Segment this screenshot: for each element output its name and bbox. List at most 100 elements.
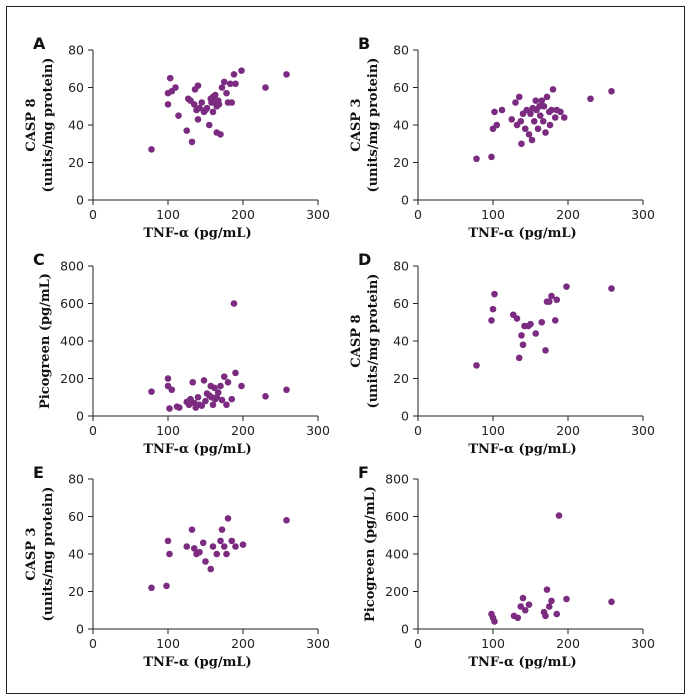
data-point <box>164 101 172 108</box>
data-point <box>518 140 525 148</box>
data-point <box>551 114 559 121</box>
chart-panel-a: A 0 100 200 300 0 20 40 60 80 TNF-α (pg/mL) CASP 8(… <box>24 34 330 241</box>
data-point <box>223 401 230 409</box>
data-point <box>553 610 561 618</box>
data-point <box>473 155 480 163</box>
data-point <box>608 285 615 292</box>
data-point <box>514 614 522 622</box>
data-point <box>183 543 191 550</box>
data-point <box>491 618 498 625</box>
data-point <box>553 296 561 304</box>
data-point <box>539 117 547 125</box>
panel-letter: C <box>33 250 45 269</box>
data-point <box>608 598 615 606</box>
data-point <box>517 603 525 610</box>
y-tick-label: 40 <box>68 547 84 562</box>
y-axis-title-line: CASP 8 <box>24 98 39 151</box>
data-point <box>557 108 564 116</box>
chart-panel-c: C 0 100 200 300 0 200 400 600 800 TNF-α (pg/mL) Pic… <box>33 250 330 457</box>
y-tick-label: 400 <box>385 547 409 562</box>
y-axis-title-line: CASP 3 <box>24 527 39 580</box>
y-tick-label: 20 <box>68 155 84 170</box>
y-tick-label: 60 <box>68 509 84 524</box>
x-axis-title: TNF-α (pg/mL) <box>143 226 251 241</box>
data-point <box>493 121 501 129</box>
data-point <box>196 104 203 112</box>
data-point <box>540 102 548 110</box>
data-point <box>489 305 497 313</box>
y-axis-title-line: Picogreen (pg/mL) <box>38 273 53 409</box>
data-point <box>498 106 506 114</box>
data-point <box>519 341 527 349</box>
data-point <box>211 91 219 99</box>
data-point <box>213 550 221 558</box>
x-tick-label: 100 <box>156 207 180 222</box>
data-point <box>230 71 238 78</box>
y-axis-title-line: CASP 8 <box>349 314 364 367</box>
data-point <box>164 537 172 545</box>
y-tick-label: 0 <box>76 622 84 637</box>
data-point <box>207 565 215 573</box>
data-point <box>164 375 172 382</box>
y-axis-title: CASP 3 (units/mg protein) <box>24 487 56 622</box>
x-tick-label: 300 <box>306 207 330 222</box>
x-tick-label: 100 <box>156 423 180 438</box>
data-point <box>545 603 553 610</box>
y-tick-label: 200 <box>60 371 84 386</box>
data-point <box>512 99 519 106</box>
data-point <box>228 395 236 403</box>
x-tick-label: 100 <box>481 423 505 438</box>
data-point <box>209 108 217 116</box>
data-point <box>148 584 155 592</box>
x-axis-title: TNF-α (pg/mL) <box>468 442 576 457</box>
x-axis-title: TNF-α (pg/mL) <box>468 226 576 241</box>
data-point <box>528 136 536 144</box>
data-point <box>536 112 544 119</box>
y-tick-label: 600 <box>385 509 409 524</box>
data-point <box>527 320 534 328</box>
x-tick-label: 100 <box>156 636 180 651</box>
x-axis-title: TNF-α (pg/mL) <box>143 442 251 457</box>
data-point <box>194 82 202 89</box>
x-tick-label: 100 <box>481 636 505 651</box>
panel-letter: B <box>358 34 370 53</box>
data-point <box>519 594 527 602</box>
y-axis-title: Picogreen (pg/mL) <box>38 273 53 409</box>
data-point <box>551 317 559 324</box>
data-point <box>283 516 290 524</box>
y-axis-title: Picogreen (pg/mL) <box>363 486 378 622</box>
y-axis-title-line: (units/mg protein) <box>366 274 381 409</box>
data-point <box>218 84 226 91</box>
data-point <box>202 397 209 405</box>
data-point <box>224 515 232 522</box>
y-tick-label: 0 <box>401 622 409 637</box>
data-point <box>525 601 533 608</box>
data-point <box>194 393 202 401</box>
data-point <box>189 378 197 386</box>
data-point <box>538 318 546 326</box>
data-point <box>488 317 495 324</box>
chart-panel-f: F 0 100 200 300 0 200 400 600 800 TNF-α (pg/mL) Pic… <box>358 463 655 670</box>
y-tick-label: 40 <box>68 118 84 133</box>
data-point <box>542 612 549 620</box>
data-point <box>200 377 208 384</box>
data-point <box>190 545 198 552</box>
y-tick-label: 60 <box>393 296 409 311</box>
data-point <box>214 389 222 396</box>
data-point <box>202 558 209 565</box>
data-point <box>148 146 155 153</box>
y-tick-label: 800 <box>385 472 409 487</box>
data-point <box>218 526 226 533</box>
data-point <box>175 112 182 119</box>
data-point <box>587 95 594 103</box>
x-tick-label: 100 <box>481 207 505 222</box>
data-point <box>238 382 245 390</box>
data-point <box>183 127 191 134</box>
data-point <box>172 84 179 91</box>
data-point <box>518 332 525 339</box>
data-point <box>515 354 523 362</box>
y-tick-label: 60 <box>68 80 84 95</box>
data-point <box>190 101 198 108</box>
data-point <box>209 401 217 409</box>
panel-letter: D <box>358 250 371 269</box>
